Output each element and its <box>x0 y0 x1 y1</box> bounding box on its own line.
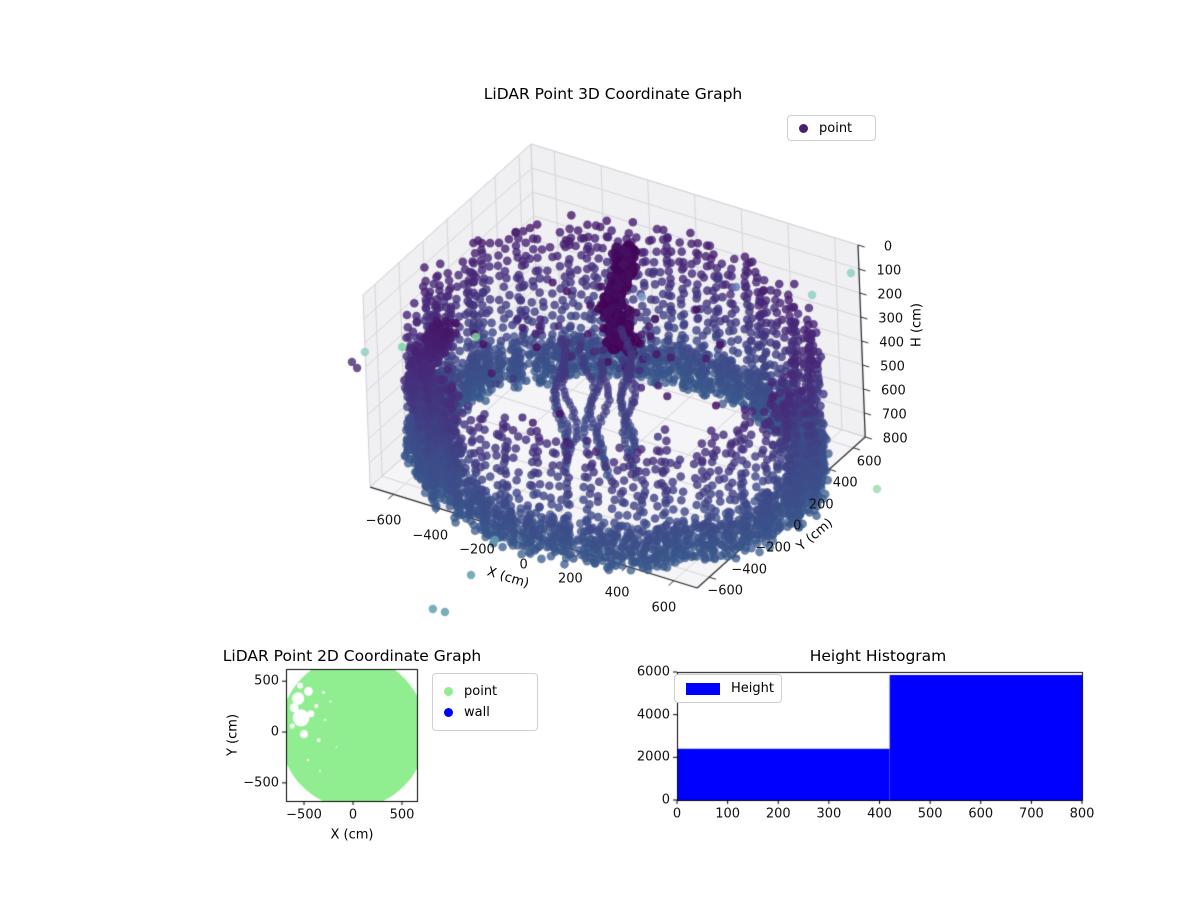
tick-label: 300 <box>878 311 904 327</box>
tick-label: 600 <box>880 383 906 399</box>
point-marker-icon <box>444 687 453 696</box>
plot2d-x-axis-label: X (cm) <box>330 827 374 843</box>
height-swatch-icon <box>686 682 720 695</box>
tick-label: 400 <box>832 475 858 491</box>
plot3d-legend: point <box>787 115 876 141</box>
legend-item-height: Height <box>675 678 781 699</box>
tick-label: 0 <box>793 518 802 534</box>
tick-label: 100 <box>715 806 741 822</box>
tick-label: 800 <box>1069 806 1095 822</box>
tick-label: 300 <box>816 806 842 822</box>
tick-label: 400 <box>604 585 630 601</box>
legend-label: point <box>819 120 853 136</box>
tick-label: −500 <box>243 775 279 791</box>
tick-label: 0 <box>883 239 893 255</box>
tick-label: 200 <box>765 806 791 822</box>
wall-marker-icon <box>444 708 453 717</box>
tick-label: 600 <box>651 600 677 616</box>
tick-label: 200 <box>557 571 583 587</box>
tick-label: −600 <box>365 513 402 529</box>
tick-label: 600 <box>856 454 882 470</box>
plot3d-title: LiDAR Point 3D Coordinate Graph <box>483 85 743 103</box>
histogram-title: Height Histogram <box>809 647 947 665</box>
legend-label: point <box>464 684 498 699</box>
legend-label: Height <box>731 681 774 696</box>
legend-label: wall <box>464 705 490 720</box>
tick-label: 4000 <box>636 707 670 723</box>
plot2d-title: LiDAR Point 2D Coordinate Graph <box>222 647 482 665</box>
tick-label: 500 <box>389 807 415 823</box>
legend-item-point: point <box>433 681 537 702</box>
tick-label: 0 <box>661 792 670 808</box>
tick-label: 400 <box>867 806 892 822</box>
tick-label: 0 <box>348 807 358 823</box>
point-marker-icon <box>799 123 808 133</box>
tick-label: 2000 <box>636 749 670 765</box>
tick-label: −200 <box>459 542 495 558</box>
tick-label: 0 <box>519 557 528 573</box>
tick-label: 500 <box>880 359 905 375</box>
tick-label: −500 <box>286 807 322 823</box>
tick-label: 100 <box>876 263 902 279</box>
histogram-legend: Height <box>674 674 782 703</box>
tick-label: 500 <box>254 673 279 689</box>
tick-label: 200 <box>877 287 903 303</box>
tick-label: 700 <box>1018 806 1044 822</box>
plot2d-y-axis-label: Y (cm) <box>225 713 241 757</box>
tick-label: −400 <box>731 562 768 578</box>
tick-label: 800 <box>882 431 908 447</box>
tick-label: −400 <box>412 528 449 544</box>
tick-label: 400 <box>879 335 905 351</box>
legend-item-wall: wall <box>433 702 537 723</box>
tick-label: 200 <box>808 497 834 513</box>
plot3d-z-axis-label: H (cm) <box>909 303 925 347</box>
tick-label: 600 <box>968 806 994 822</box>
legend-item-point: point <box>788 118 875 139</box>
tick-label: 0 <box>672 806 682 822</box>
tick-label: 700 <box>881 407 907 423</box>
tick-label: −600 <box>707 583 744 599</box>
plot2d-legend: point wall <box>432 673 538 731</box>
tick-label: 0 <box>270 724 279 740</box>
tick-label: 500 <box>917 806 943 822</box>
tick-label: 6000 <box>636 664 670 680</box>
tick-label: −200 <box>755 540 792 556</box>
